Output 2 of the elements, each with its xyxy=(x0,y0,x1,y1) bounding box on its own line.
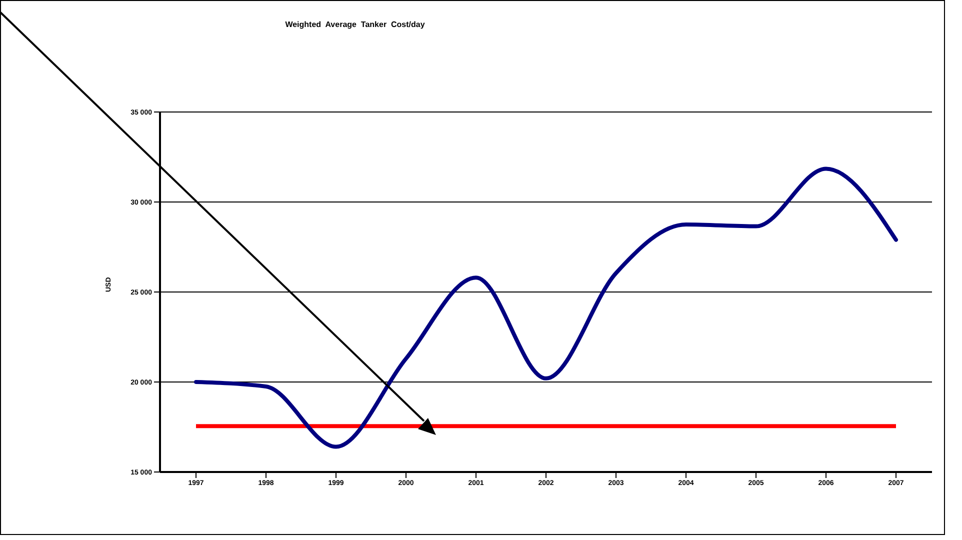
line-series xyxy=(194,166,898,449)
chart-title: Weighted Average Tanker Cost/day xyxy=(284,20,426,29)
